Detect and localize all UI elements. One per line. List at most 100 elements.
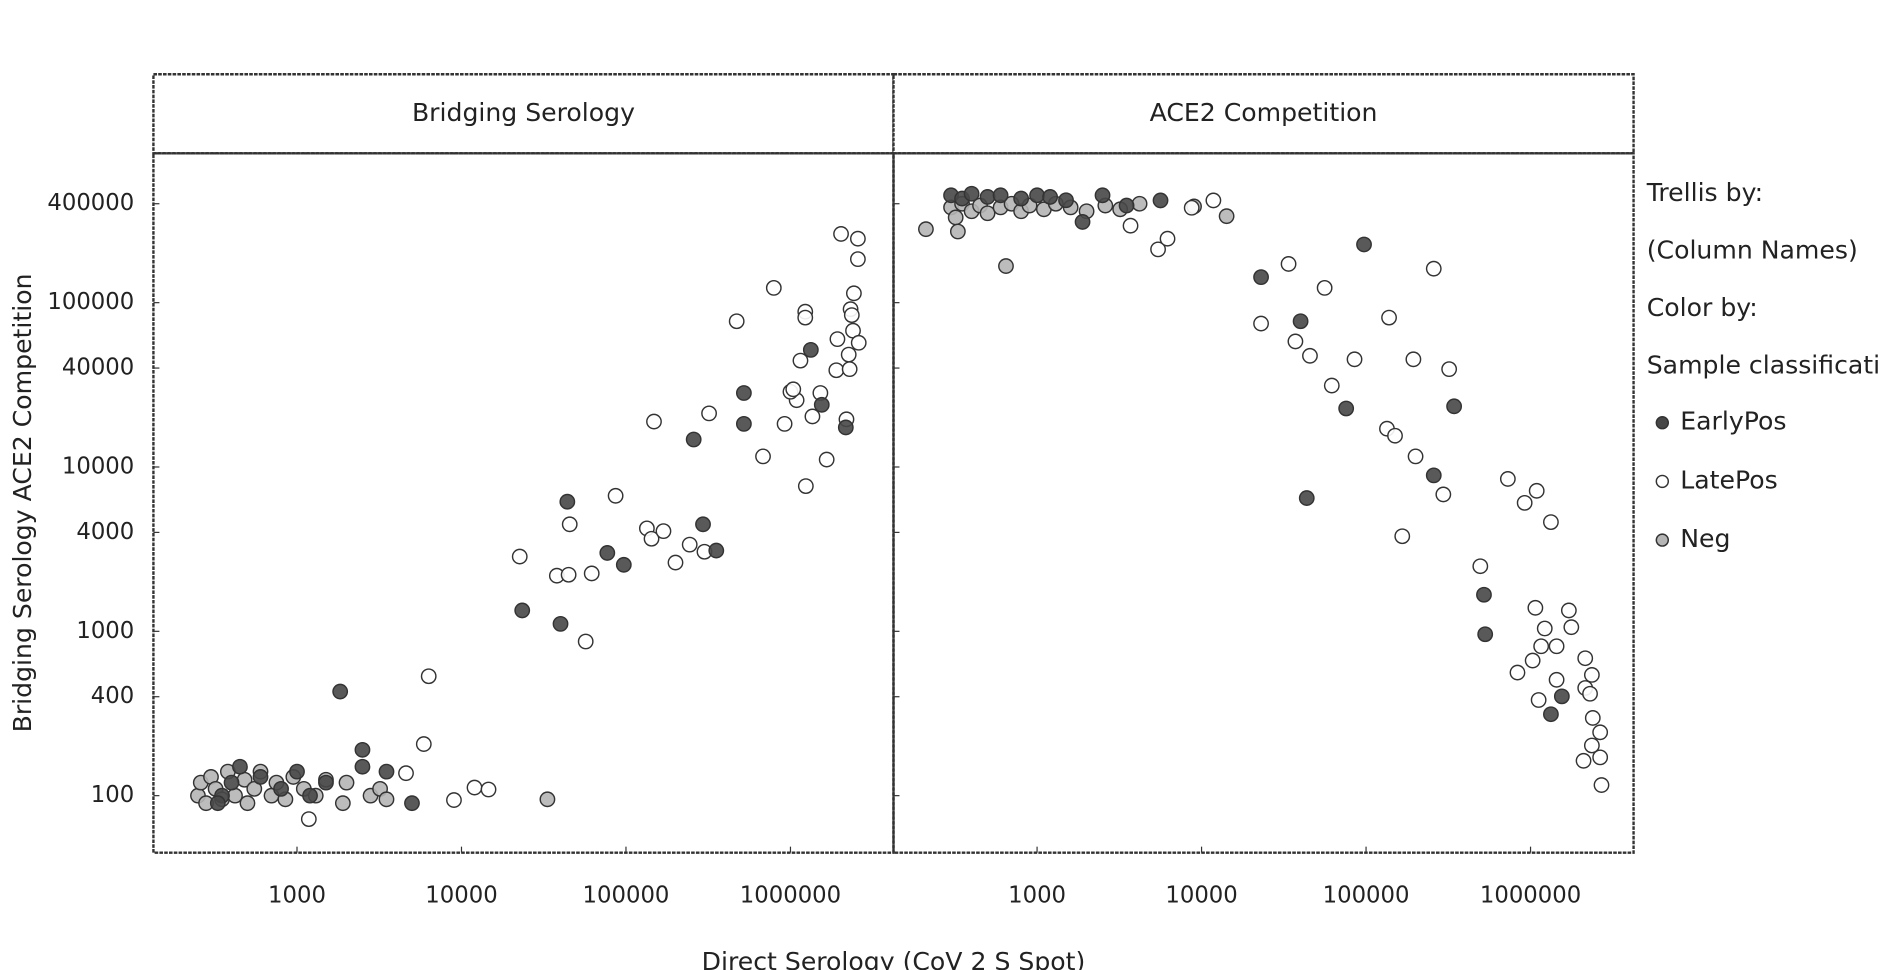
legend-marker [1656,534,1668,546]
point [253,770,267,784]
point [1576,754,1590,768]
point [767,281,781,295]
point [1447,399,1461,413]
point [804,343,818,357]
point [1585,668,1599,682]
x-tick-label: 1000 [268,882,326,908]
point [668,555,682,569]
panel: ACE2 Competition1000100001000001000000 [893,74,1633,908]
point [842,347,856,361]
point [1549,673,1563,687]
point [756,449,770,463]
point [1123,219,1137,233]
point [815,398,829,412]
point [319,775,333,789]
x-axis-label: Direct Serology (CoV 2 S Spot) [702,947,1086,970]
point [399,766,413,780]
point [1436,487,1450,501]
x-tick-label: 10000 [425,882,497,908]
point [1427,261,1441,275]
legend-label: Neg [1680,524,1730,553]
point [563,517,577,531]
y-axis-label: Bridging Serology ACE2 Competition [8,274,37,733]
point [980,190,994,204]
point [1254,270,1268,284]
point [919,222,933,236]
point [842,362,856,376]
point [224,775,238,789]
point [553,617,567,631]
point [1517,496,1531,510]
point [1534,639,1548,653]
point [948,210,962,224]
point [786,382,800,396]
point [1544,707,1558,721]
point [515,603,529,617]
point [1160,232,1174,246]
point [379,764,393,778]
plot-frame [153,153,893,852]
point [702,406,716,420]
point [1538,621,1552,635]
point [1300,491,1314,505]
point [839,420,853,434]
point [417,737,431,751]
point [798,310,812,324]
point [513,549,527,563]
point [481,782,495,796]
legend: Trellis by:(Column Names)Color by:Sample… [1646,178,1878,553]
point [1530,484,1544,498]
point [696,517,710,531]
point [737,417,751,431]
point [1578,651,1592,665]
point [608,489,622,503]
legend-heading: Color by: [1647,293,1758,322]
point [333,684,347,698]
point [1406,352,1420,366]
point [1473,559,1487,573]
point [777,417,791,431]
panel: Bridging Serology10001000010000010000001… [47,74,893,908]
x-tick-label: 1000000 [1480,882,1581,908]
point [1153,193,1167,207]
x-tick-label: 10000 [1165,882,1237,908]
y-tick-label: 4000 [76,519,134,545]
point [1382,310,1396,324]
point [1339,401,1353,415]
point [1395,529,1409,543]
point [1427,468,1441,482]
point [1132,197,1146,211]
point [951,224,965,238]
point [447,793,461,807]
point [1119,198,1133,212]
point [819,452,833,466]
legend-heading: (Column Names) [1647,235,1858,264]
point [274,782,288,796]
point [964,187,978,201]
legend-heading: Trellis by: [1646,178,1763,207]
point [1185,201,1199,215]
point [405,796,419,810]
point [1388,429,1402,443]
point [1544,515,1558,529]
point [240,796,254,810]
point [852,336,866,350]
point [233,760,247,774]
point [845,308,859,322]
point [561,568,575,582]
y-tick-label: 1000 [76,618,134,644]
point [1594,778,1608,792]
y-tick-label: 100000 [47,289,134,315]
point [1075,215,1089,229]
point [1442,362,1456,376]
point [1219,209,1233,223]
point [617,558,631,572]
point [847,286,861,300]
point [339,775,353,789]
point [1357,237,1371,251]
y-tick-label: 100 [91,782,134,808]
point [737,386,751,400]
point [829,363,843,377]
legend-label: LatePos [1680,465,1777,494]
